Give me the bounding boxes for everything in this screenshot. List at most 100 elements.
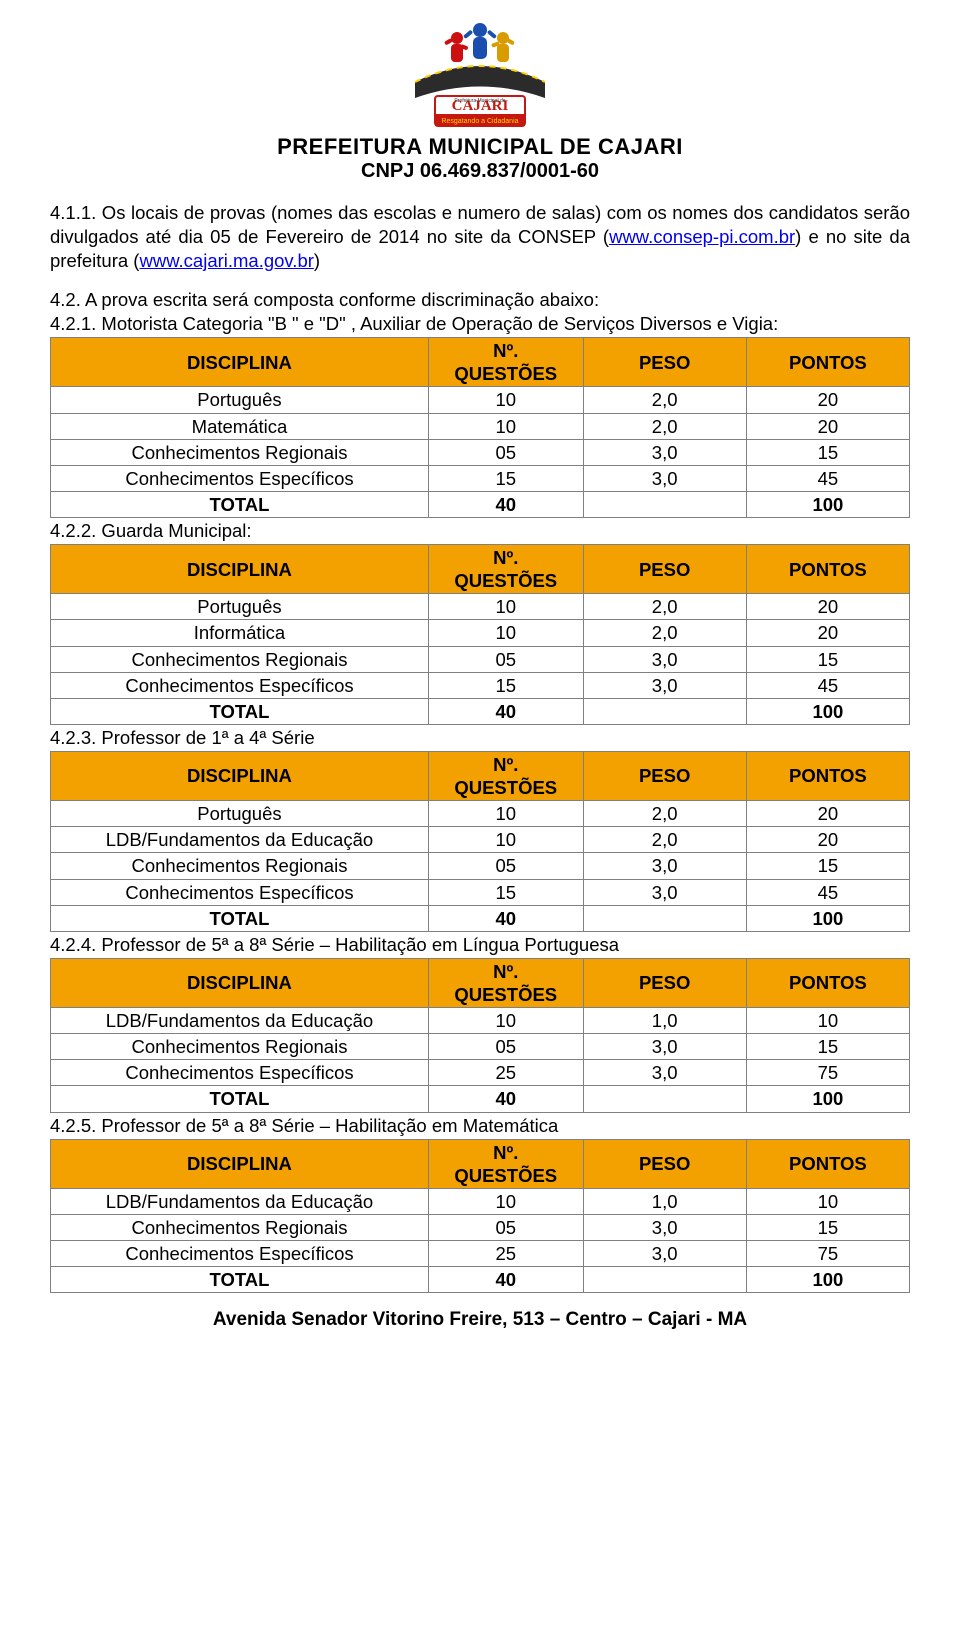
discipline-table: DISCIPLINANº.QUESTÕESPESOPONTOSLDB/Funda… xyxy=(50,1139,910,1294)
cell-pontos: 20 xyxy=(746,801,909,827)
cell-disciplina: Matemática xyxy=(51,413,429,439)
cell-questoes: 10 xyxy=(428,413,583,439)
table-row-total: TOTAL40100 xyxy=(51,905,910,931)
cell-peso: 1,0 xyxy=(583,1188,746,1214)
logo-svg: CAJARI Resgatando a Cidadania Prefeitura… xyxy=(405,20,555,130)
section-title: 4.2.1. Motorista Categoria "B " e "D" , … xyxy=(50,313,910,335)
cell-peso: 3,0 xyxy=(583,1214,746,1240)
discipline-table: DISCIPLINANº.QUESTÕESPESOPONTOSPortuguês… xyxy=(50,544,910,725)
col-header-disciplina: DISCIPLINA xyxy=(51,545,429,594)
cell-questoes: 05 xyxy=(428,853,583,879)
section-title: 4.2.5. Professor de 5ª a 8ª Série – Habi… xyxy=(50,1115,910,1137)
cell-peso: 3,0 xyxy=(583,672,746,698)
cell-questoes: 15 xyxy=(428,465,583,491)
cell-disciplina: Português xyxy=(51,387,429,413)
cell-disciplina: Conhecimentos Específicos xyxy=(51,672,429,698)
table-row-total: TOTAL40100 xyxy=(51,1086,910,1112)
link-cajari[interactable]: www.cajari.ma.gov.br xyxy=(139,250,313,271)
link-consep[interactable]: www.consep-pi.com.br xyxy=(609,226,795,247)
page-header: CAJARI Resgatando a Cidadania Prefeitura… xyxy=(50,20,910,183)
cell-questoes: 05 xyxy=(428,1214,583,1240)
col-header-pontos: PONTOS xyxy=(746,1139,909,1188)
col-header-disciplina: DISCIPLINA xyxy=(51,338,429,387)
col-header-pontos: PONTOS xyxy=(746,958,909,1007)
cell-pontos: 20 xyxy=(746,413,909,439)
col-header-peso: PESO xyxy=(583,958,746,1007)
cell-peso: 2,0 xyxy=(583,801,746,827)
cell-questoes: 10 xyxy=(428,620,583,646)
cell-total-label: TOTAL xyxy=(51,905,429,931)
cell-questoes: 10 xyxy=(428,801,583,827)
cell-pontos: 20 xyxy=(746,620,909,646)
cell-disciplina: Conhecimentos Específicos xyxy=(51,879,429,905)
cell-disciplina: Conhecimentos Regionais xyxy=(51,1034,429,1060)
cell-total-pontos: 100 xyxy=(746,1086,909,1112)
cell-disciplina: Português xyxy=(51,594,429,620)
cell-pontos: 20 xyxy=(746,827,909,853)
cell-pontos: 15 xyxy=(746,1214,909,1240)
municipal-logo: CAJARI Resgatando a Cidadania Prefeitura… xyxy=(405,20,555,130)
table-row: Português102,020 xyxy=(51,594,910,620)
discipline-table: DISCIPLINANº.QUESTÕESPESOPONTOSPortuguês… xyxy=(50,751,910,932)
cell-peso: 3,0 xyxy=(583,646,746,672)
cell-disciplina: LDB/Fundamentos da Educação xyxy=(51,1188,429,1214)
col-header-peso: PESO xyxy=(583,545,746,594)
table-row: Conhecimentos Específicos153,045 xyxy=(51,672,910,698)
cell-peso: 3,0 xyxy=(583,465,746,491)
table-row: Informática102,020 xyxy=(51,620,910,646)
cell-total-pontos: 100 xyxy=(746,698,909,724)
cell-peso: 3,0 xyxy=(583,439,746,465)
col-header-peso: PESO xyxy=(583,338,746,387)
cell-pontos: 15 xyxy=(746,439,909,465)
cell-total-label: TOTAL xyxy=(51,491,429,517)
cell-questoes: 10 xyxy=(428,1188,583,1214)
cell-disciplina: LDB/Fundamentos da Educação xyxy=(51,827,429,853)
col-header-pontos: PONTOS xyxy=(746,751,909,800)
table-row-total: TOTAL40100 xyxy=(51,1267,910,1293)
table-row: Conhecimentos Regionais053,015 xyxy=(51,1214,910,1240)
cell-disciplina: LDB/Fundamentos da Educação xyxy=(51,1008,429,1034)
cell-pontos: 15 xyxy=(746,646,909,672)
cell-disciplina: Conhecimentos Específicos xyxy=(51,1060,429,1086)
table-row: Conhecimentos Regionais053,015 xyxy=(51,646,910,672)
cell-questoes: 10 xyxy=(428,1008,583,1034)
cell-disciplina: Conhecimentos Regionais xyxy=(51,853,429,879)
cell-questoes: 15 xyxy=(428,672,583,698)
cell-total-peso xyxy=(583,1267,746,1293)
col-header-pontos: PONTOS xyxy=(746,545,909,594)
cell-questoes: 10 xyxy=(428,387,583,413)
col-header-pontos: PONTOS xyxy=(746,338,909,387)
cell-peso: 2,0 xyxy=(583,620,746,646)
section-title: 4.2.4. Professor de 5ª a 8ª Série – Habi… xyxy=(50,934,910,956)
cell-questoes: 15 xyxy=(428,879,583,905)
cell-pontos: 10 xyxy=(746,1188,909,1214)
table-row-total: TOTAL40100 xyxy=(51,698,910,724)
cell-questoes: 10 xyxy=(428,594,583,620)
cell-disciplina: Conhecimentos Regionais xyxy=(51,1214,429,1240)
cell-total-peso xyxy=(583,491,746,517)
cell-pontos: 45 xyxy=(746,672,909,698)
cell-total-label: TOTAL xyxy=(51,698,429,724)
table-row: LDB/Fundamentos da Educação102,020 xyxy=(51,827,910,853)
cell-disciplina: Conhecimentos Regionais xyxy=(51,646,429,672)
table-row: Conhecimentos Específicos153,045 xyxy=(51,465,910,491)
cell-peso: 2,0 xyxy=(583,413,746,439)
cell-peso: 2,0 xyxy=(583,387,746,413)
table-row: Conhecimentos Regionais053,015 xyxy=(51,853,910,879)
cell-total-questoes: 40 xyxy=(428,1086,583,1112)
discipline-table: DISCIPLINANº.QUESTÕESPESOPONTOSPortuguês… xyxy=(50,337,910,518)
col-header-questoes: Nº.QUESTÕES xyxy=(428,545,583,594)
cell-pontos: 20 xyxy=(746,387,909,413)
table-row-total: TOTAL40100 xyxy=(51,491,910,517)
col-header-disciplina: DISCIPLINA xyxy=(51,958,429,1007)
cell-pontos: 20 xyxy=(746,594,909,620)
cell-total-pontos: 100 xyxy=(746,1267,909,1293)
cell-total-pontos: 100 xyxy=(746,491,909,517)
cell-disciplina: Conhecimentos Específicos xyxy=(51,1241,429,1267)
cell-questoes: 05 xyxy=(428,439,583,465)
cell-total-peso xyxy=(583,698,746,724)
col-header-questoes: Nº.QUESTÕES xyxy=(428,958,583,1007)
cell-questoes: 25 xyxy=(428,1060,583,1086)
tables-container: 4.2.1. Motorista Categoria "B " e "D" , … xyxy=(50,313,910,1293)
table-row: Conhecimentos Regionais053,015 xyxy=(51,439,910,465)
